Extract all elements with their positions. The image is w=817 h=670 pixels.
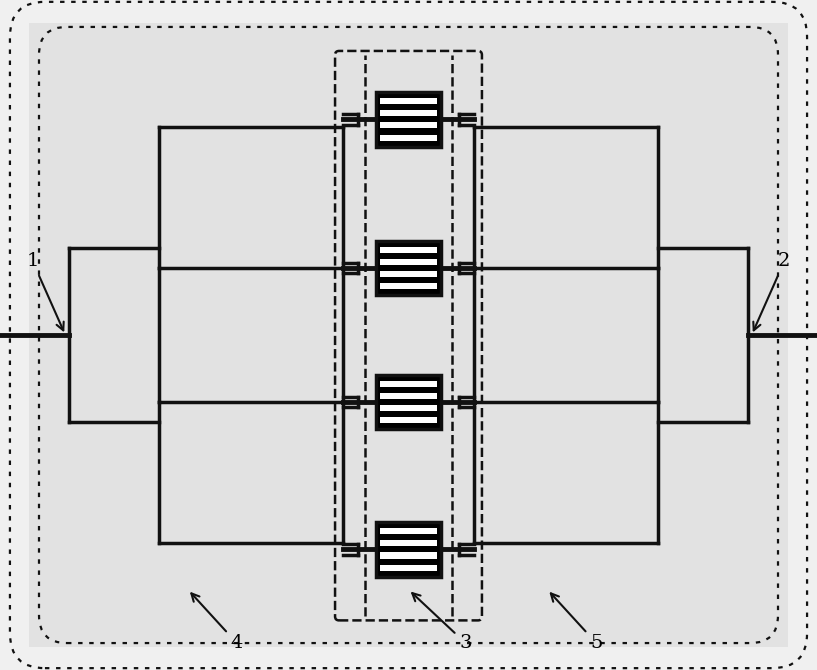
FancyBboxPatch shape <box>33 27 784 643</box>
Text: 4: 4 <box>191 594 243 652</box>
Bar <box>380 271 437 277</box>
Bar <box>380 259 437 265</box>
Bar <box>380 565 437 571</box>
Bar <box>380 123 437 129</box>
Bar <box>380 110 437 116</box>
Bar <box>380 135 437 141</box>
Text: 1: 1 <box>26 253 64 330</box>
Bar <box>376 92 441 147</box>
Bar <box>380 393 437 399</box>
Bar <box>380 247 437 253</box>
Bar <box>380 553 437 559</box>
Bar <box>380 417 437 423</box>
Bar <box>380 283 437 289</box>
Bar <box>380 381 437 387</box>
Text: 3: 3 <box>413 593 472 652</box>
Bar <box>380 405 437 411</box>
Text: 2: 2 <box>753 253 791 330</box>
Text: 5: 5 <box>551 594 603 652</box>
Bar <box>380 98 437 104</box>
Bar <box>376 522 441 577</box>
Bar <box>376 375 441 429</box>
Bar <box>380 540 437 546</box>
Bar <box>376 241 441 295</box>
Bar <box>380 528 437 534</box>
